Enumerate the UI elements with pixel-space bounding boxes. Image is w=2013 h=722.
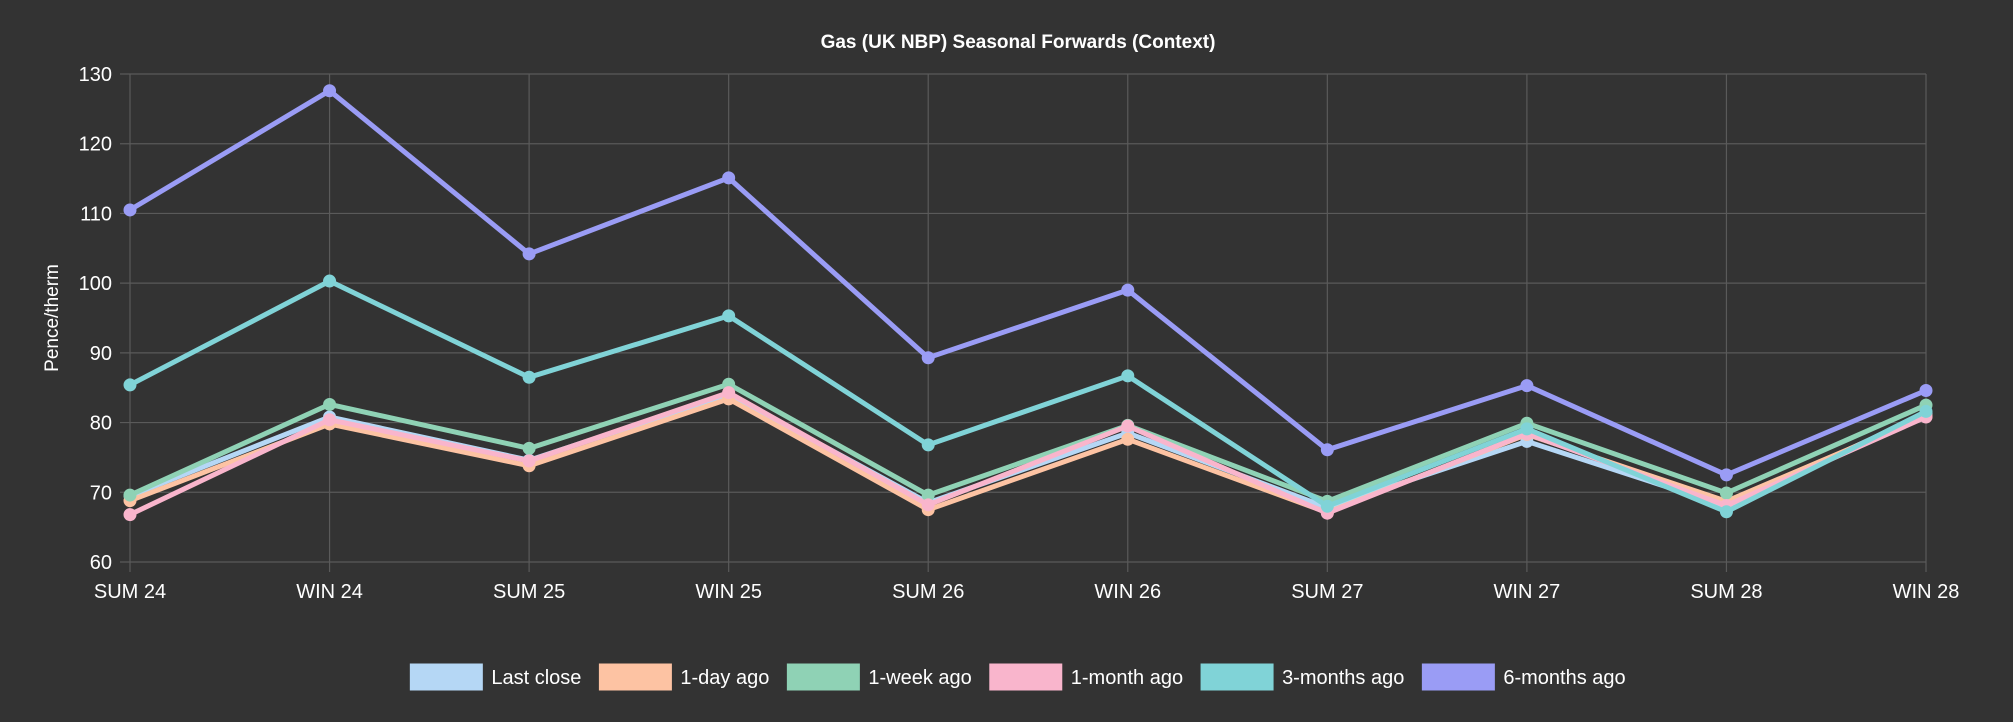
y-tick-label: 120 — [79, 134, 112, 156]
data-point — [1520, 379, 1534, 393]
data-point — [522, 441, 536, 455]
chart-title: Gas (UK NBP) Seasonal Forwards (Context) — [821, 32, 1216, 53]
x-tick-label: SUM 27 — [1291, 581, 1363, 603]
y-tick-label: 100 — [79, 273, 112, 295]
y-tick-label: 110 — [80, 203, 112, 225]
series-4 — [123, 274, 1933, 519]
data-point — [1121, 283, 1135, 297]
y-tick-label: 70 — [90, 482, 112, 504]
data-point — [921, 438, 935, 452]
legend-item[interactable]: Last close — [409, 663, 581, 691]
legend-swatch — [1421, 663, 1495, 691]
legend-swatch — [1200, 663, 1274, 691]
x-tick-label: WIN 28 — [1893, 581, 1960, 603]
series-line — [128, 381, 1928, 504]
series-2 — [123, 377, 1933, 508]
data-point — [1719, 505, 1733, 519]
y-tick-label: 60 — [90, 552, 112, 574]
data-point — [323, 413, 337, 427]
y-axis-label: Pence/therm — [42, 264, 63, 372]
x-tick-label: SUM 25 — [493, 581, 565, 603]
data-point — [921, 498, 935, 512]
legend-swatch — [598, 663, 672, 691]
y-axis-ticks: 60 70 80 90 100 110 120 130 — [79, 64, 112, 574]
legend-item[interactable]: 6-months ago — [1421, 663, 1626, 691]
y-tick-label: 130 — [79, 64, 112, 86]
data-point — [1121, 369, 1135, 383]
series-line — [128, 278, 1928, 515]
data-point — [323, 84, 337, 98]
legend-label: Last close — [491, 667, 581, 689]
legend-item[interactable]: 1-month ago — [989, 663, 1183, 691]
legend-item[interactable]: 1-day ago — [598, 663, 769, 691]
data-point — [1320, 499, 1334, 513]
x-tick-label: WIN 26 — [1094, 581, 1161, 603]
legend-swatch — [786, 663, 860, 691]
data-point — [323, 274, 337, 288]
legend-label: 3-months ago — [1282, 667, 1404, 689]
data-point — [1121, 432, 1135, 446]
x-tick-label: WIN 25 — [695, 581, 762, 603]
x-tick-label: SUM 26 — [892, 581, 964, 603]
data-point — [1320, 443, 1334, 457]
data-point — [1919, 404, 1933, 418]
data-point — [522, 454, 536, 468]
x-tick-label: SUM 28 — [1690, 581, 1762, 603]
x-tick-label: SUM 24 — [94, 581, 166, 603]
data-point — [123, 203, 137, 217]
data-point — [123, 378, 137, 392]
data-point — [722, 171, 736, 185]
y-tick-label: 90 — [90, 343, 112, 365]
data-point — [323, 397, 337, 411]
data-point — [123, 488, 137, 502]
data-point — [1121, 419, 1135, 433]
data-point — [522, 247, 536, 261]
legend-label: 1-week ago — [868, 667, 971, 689]
data-point — [1719, 468, 1733, 482]
x-tick-label: WIN 24 — [296, 581, 363, 603]
legend-label: 6-months ago — [1503, 667, 1625, 689]
series-5 — [123, 84, 1933, 482]
data-point — [921, 351, 935, 365]
legend-item[interactable]: 1-week ago — [786, 663, 972, 691]
y-tick-label: 80 — [90, 413, 112, 435]
series-line — [128, 87, 1927, 478]
legend-label: 1-month ago — [1071, 667, 1183, 689]
series-lines — [123, 84, 1933, 522]
legend: Last close 1-day ago 1-week ago 1-month ago… — [409, 663, 1626, 691]
data-point — [522, 370, 536, 384]
data-point — [722, 386, 736, 400]
series-3 — [123, 386, 1933, 522]
legend-swatch — [989, 663, 1063, 691]
data-point — [1520, 422, 1534, 436]
series-line — [129, 396, 1927, 516]
data-point — [722, 309, 736, 323]
data-point — [1919, 384, 1933, 398]
data-point — [1719, 486, 1733, 500]
x-tick-label: WIN 27 — [1494, 581, 1561, 603]
legend-item[interactable]: 3-months ago — [1200, 663, 1404, 691]
legend-swatch — [409, 663, 483, 691]
legend-label: 1-day ago — [680, 667, 769, 689]
x-axis-ticks: SUM 24 WIN 24 SUM 25 WIN 25 SUM 26 WIN 26 SUM … — [94, 581, 1959, 603]
series-0 — [123, 388, 1933, 515]
data-point — [123, 508, 137, 522]
